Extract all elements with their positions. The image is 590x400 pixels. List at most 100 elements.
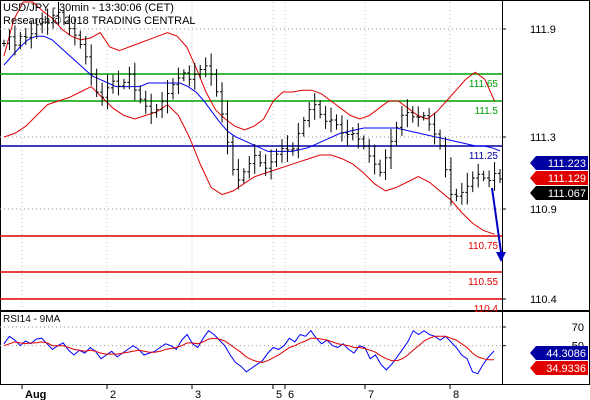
chart-title: USD/JPY - 30min - 13:30:06 (CET) bbox=[3, 2, 174, 14]
tick-label: 111.9 bbox=[530, 24, 556, 36]
price-bar bbox=[487, 170, 492, 188]
rsi-title: RSI14 - 9MA bbox=[3, 314, 61, 325]
price-tag: 111.129 bbox=[530, 171, 588, 185]
indicator-overlays bbox=[3, 1, 501, 235]
chart-copyright: Research © 2018 TRADING CENTRAL bbox=[3, 15, 196, 27]
x-tick-label: 5 bbox=[276, 389, 282, 400]
rsi-series-ma bbox=[3, 335, 495, 364]
price-bar bbox=[12, 25, 17, 56]
support-resistance-levels: 111.65 111.5 111.25 110.75 110.55 110.4 bbox=[0, 73, 502, 315]
level-label: 111.65 bbox=[469, 79, 499, 90]
tick-label: 111.3 bbox=[530, 132, 556, 144]
price-bar bbox=[454, 188, 459, 202]
price-bar bbox=[274, 148, 279, 167]
price-bar bbox=[378, 159, 383, 177]
price-bar bbox=[481, 170, 486, 182]
price-bar bbox=[383, 149, 388, 181]
price-bar bbox=[258, 150, 263, 167]
price-bar bbox=[34, 19, 39, 39]
price-bar bbox=[23, 27, 28, 45]
price-bar bbox=[459, 182, 464, 205]
price-bar bbox=[181, 69, 186, 82]
price-bar bbox=[192, 62, 197, 90]
price-bar bbox=[176, 67, 181, 95]
price-bar bbox=[443, 137, 448, 178]
price-tags: 111.223 111.129 111.067 bbox=[530, 156, 588, 200]
price-bar bbox=[410, 106, 415, 123]
price-bar bbox=[345, 119, 350, 147]
price-bar bbox=[361, 135, 366, 150]
price-bar bbox=[187, 65, 192, 87]
price-bar bbox=[247, 156, 252, 179]
rsi-tag-box bbox=[530, 346, 588, 360]
price-bar bbox=[165, 80, 170, 114]
price-bar bbox=[301, 116, 306, 137]
rsi-tag: 44.3086 bbox=[530, 346, 588, 360]
price-bar bbox=[421, 112, 426, 121]
level-label: 111.25 bbox=[469, 151, 499, 162]
price-bar bbox=[45, 8, 50, 35]
price-bar bbox=[40, 12, 45, 34]
price-panel-frame bbox=[0, 0, 590, 311]
price-bar bbox=[18, 31, 23, 50]
price-bar bbox=[116, 70, 121, 96]
tick-label: 110.4 bbox=[530, 294, 557, 306]
price-bar bbox=[252, 143, 257, 174]
price-bar bbox=[51, 8, 56, 29]
price-bar bbox=[394, 121, 399, 147]
price-bar bbox=[61, 8, 66, 26]
price-bar bbox=[438, 129, 443, 150]
price-bar bbox=[2, 39, 6, 47]
x-tick-label: Aug bbox=[25, 389, 46, 400]
level-label: 110.75 bbox=[468, 241, 498, 252]
price-bar bbox=[78, 30, 83, 49]
price-bar bbox=[67, 14, 72, 36]
price-bar bbox=[138, 85, 143, 104]
rsi-series bbox=[3, 329, 495, 375]
price-bar bbox=[236, 159, 241, 190]
price-bar bbox=[279, 139, 284, 163]
price-bar bbox=[241, 168, 246, 184]
price-bar bbox=[105, 74, 110, 110]
price-bars bbox=[2, 1, 502, 206]
price-bar bbox=[465, 172, 470, 205]
price-bar bbox=[405, 99, 410, 128]
rsi-tick-label: 70 bbox=[572, 322, 584, 334]
price-bar bbox=[356, 123, 361, 149]
price-bar bbox=[198, 64, 203, 79]
price-bar bbox=[203, 57, 208, 78]
price-bar bbox=[399, 105, 404, 136]
price-bar bbox=[29, 21, 34, 49]
x-tick-label: 6 bbox=[288, 389, 294, 400]
price-bar bbox=[388, 128, 393, 169]
price-bar bbox=[209, 53, 214, 86]
tag-label: 111.223 bbox=[548, 158, 586, 170]
price-bar bbox=[285, 135, 290, 162]
price-bar bbox=[416, 106, 421, 127]
rsi-panel-frame bbox=[0, 311, 590, 385]
price-bar bbox=[132, 62, 137, 101]
level-label: 110.4 bbox=[474, 304, 499, 315]
level-label: 111.5 bbox=[474, 106, 498, 117]
price-bar bbox=[470, 171, 475, 193]
price-bar bbox=[269, 149, 274, 180]
x-tick-label: 7 bbox=[368, 389, 374, 400]
rsi-tag-box bbox=[530, 361, 588, 375]
price-bar bbox=[100, 82, 105, 106]
price-bar bbox=[372, 144, 377, 175]
price-bar bbox=[296, 122, 301, 159]
tag-box bbox=[530, 186, 588, 200]
x-tick-label: 3 bbox=[195, 389, 201, 400]
price-bar bbox=[220, 82, 225, 123]
price-bar bbox=[149, 93, 154, 124]
series-bollinger-lower bbox=[3, 85, 495, 235]
price-bar bbox=[143, 90, 148, 114]
price-tag: 111.067 bbox=[530, 186, 588, 200]
forecast-arrow bbox=[491, 187, 506, 262]
rsi-tags: 44.3086 34.9336 bbox=[530, 346, 588, 375]
price-bar bbox=[170, 78, 175, 100]
tag-label: 111.129 bbox=[548, 173, 586, 185]
price-bar bbox=[312, 93, 317, 120]
price-bar bbox=[334, 114, 339, 130]
